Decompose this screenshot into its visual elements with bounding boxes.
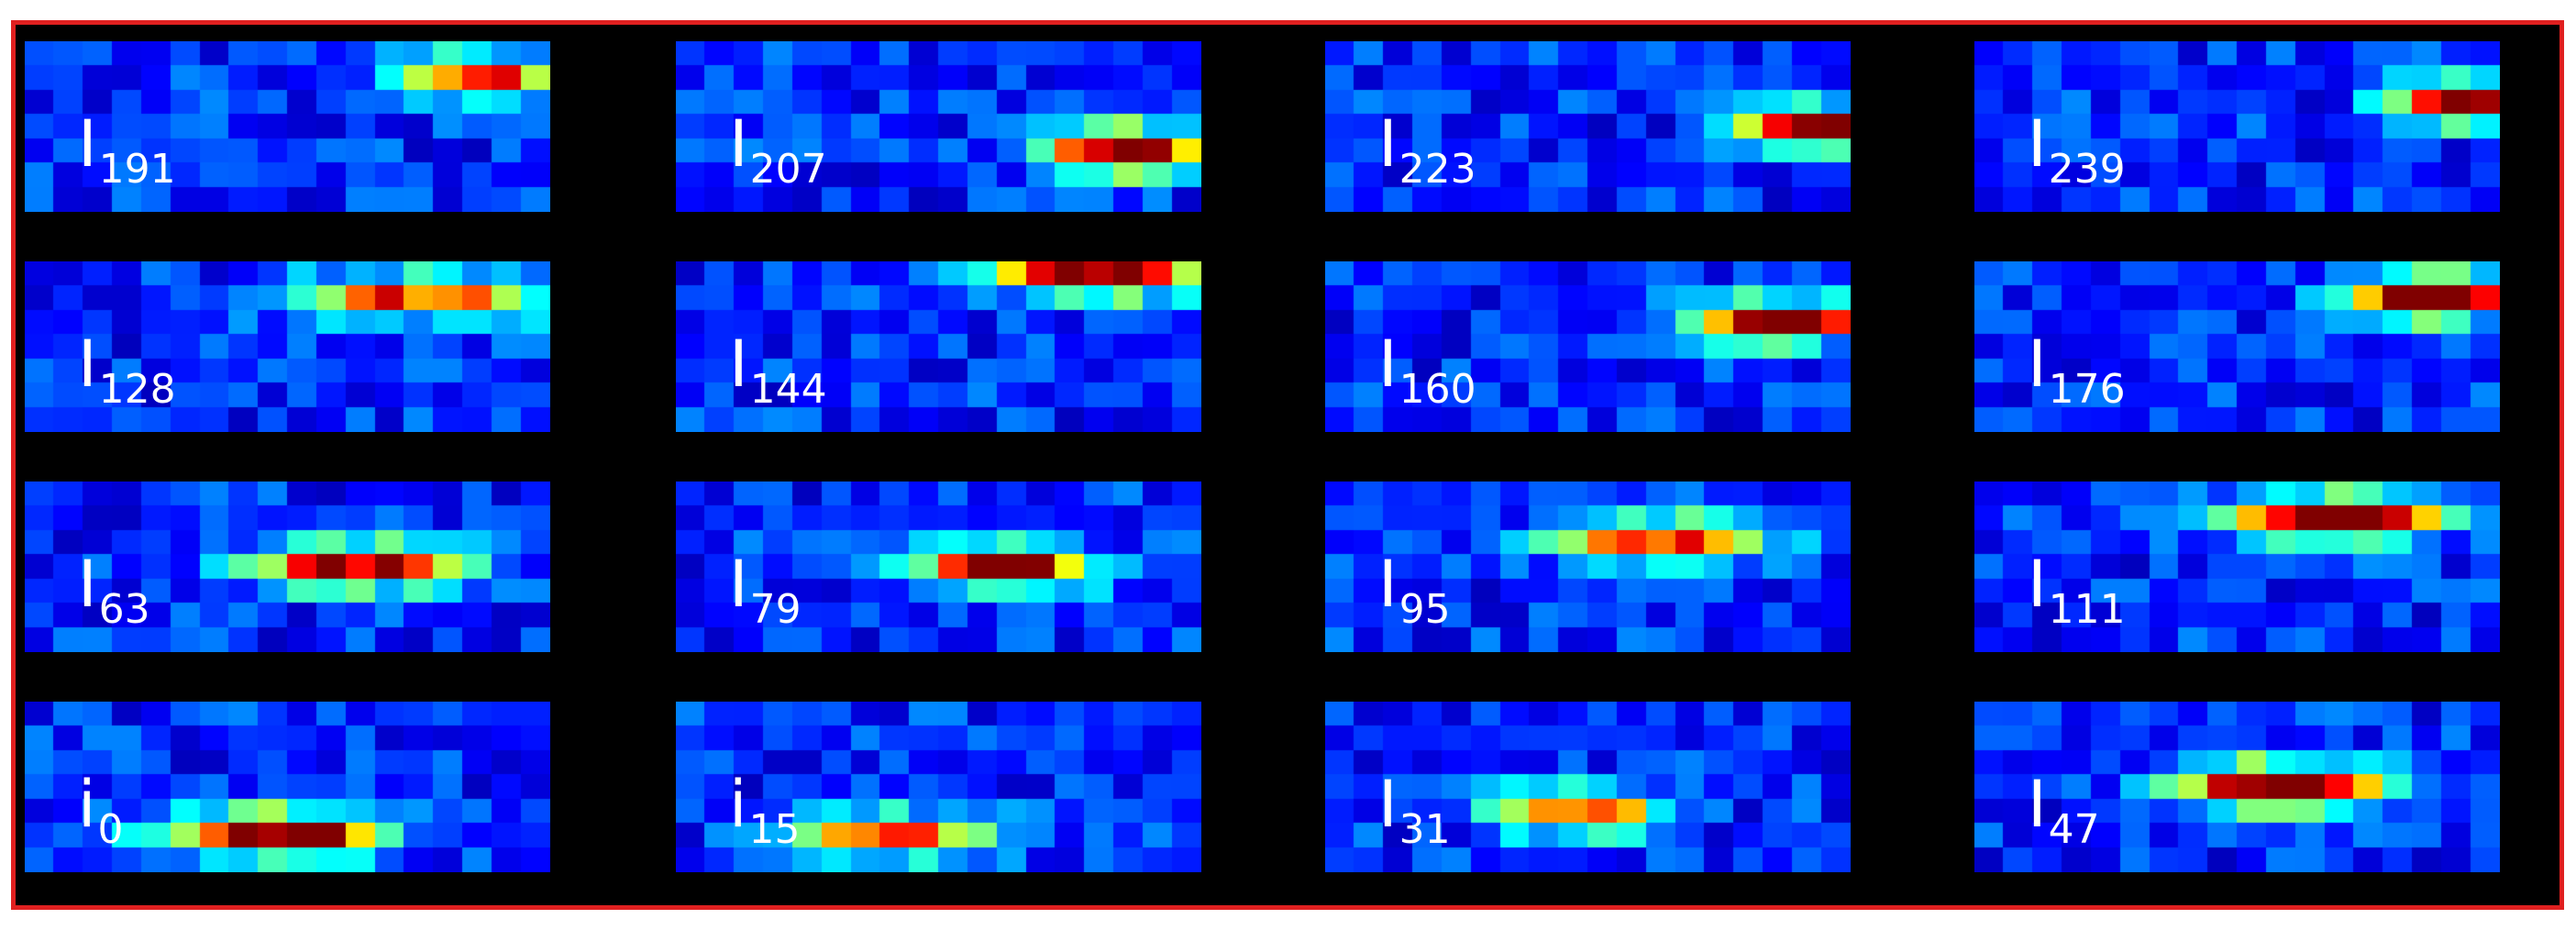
- panel-label: I144: [729, 332, 827, 410]
- heatmap-panel-i239: I239: [1974, 41, 2500, 212]
- panel-label: I63: [78, 552, 150, 630]
- label-index: 144: [749, 366, 827, 413]
- label-index: 128: [98, 366, 176, 413]
- heatmap-panel-i79: I79: [676, 482, 1201, 652]
- label-index: 0: [97, 806, 124, 853]
- heatmap-panel-i176: I176: [1974, 261, 2500, 432]
- label-symbol: I: [2028, 106, 2047, 182]
- panel-label: I176: [2028, 332, 2126, 410]
- label-index: 79: [749, 586, 802, 633]
- heatmap-panel-i63: I63: [25, 482, 550, 652]
- heatmap-panel-i128: I128: [25, 261, 550, 432]
- label-index: 31: [1399, 806, 1451, 853]
- label-symbol: I: [1378, 547, 1398, 622]
- heatmap-canvas: [25, 482, 550, 652]
- heatmap-canvas: [25, 702, 550, 872]
- heatmap-panel-i31: I31: [1325, 702, 1851, 872]
- panel-label: I95: [1378, 552, 1451, 630]
- heatmap-panel-i111: I111: [1974, 482, 2500, 652]
- label-symbol: I: [1378, 106, 1398, 182]
- panel-label: i15: [729, 772, 800, 850]
- heatmap-canvas: [676, 482, 1201, 652]
- panel-label: I223: [1378, 112, 1476, 190]
- label-index: 239: [2048, 146, 2126, 193]
- label-symbol: I: [2028, 767, 2047, 842]
- heatmap-canvas: [1974, 261, 2500, 432]
- heatmap-panel-i207: I207: [676, 41, 1201, 212]
- label-symbol: I: [78, 106, 97, 182]
- label-symbol: I: [2028, 547, 2047, 622]
- heatmap-panel-i47: I47: [1974, 702, 2500, 872]
- label-index: 111: [2048, 586, 2126, 633]
- heatmap-panel-i0: i0: [25, 702, 550, 872]
- panel-label: I239: [2028, 112, 2126, 190]
- panel-label: I160: [1378, 332, 1476, 410]
- label-symbol: I: [2028, 327, 2047, 402]
- heatmap-canvas: [676, 41, 1201, 212]
- heatmap-canvas: [1325, 261, 1851, 432]
- heatmap-canvas: [25, 41, 550, 212]
- heatmap-canvas: [1974, 482, 2500, 652]
- label-index: 47: [2048, 806, 2100, 853]
- heatmap-canvas: [676, 702, 1201, 872]
- label-index: 223: [1399, 146, 1476, 193]
- label-symbol: I: [1378, 767, 1398, 842]
- label-symbol: I: [1378, 327, 1398, 402]
- heatmap-canvas: [1325, 41, 1851, 212]
- label-index: 176: [2048, 366, 2126, 413]
- panel-label: I207: [729, 112, 827, 190]
- heatmap-panel-i95: I95: [1325, 482, 1851, 652]
- panel-label: I191: [78, 112, 176, 190]
- heatmap-canvas: [676, 261, 1201, 432]
- label-symbol: I: [78, 327, 97, 402]
- figure-frame: I191 I207 I223 I239 I128 I144 I160 I176 …: [11, 20, 2564, 910]
- label-index: 63: [98, 586, 150, 633]
- label-symbol: I: [729, 106, 748, 182]
- label-symbol: I: [729, 547, 748, 622]
- heatmap-canvas: [25, 261, 550, 432]
- label-index: 207: [749, 146, 827, 193]
- panel-label: I128: [78, 332, 176, 410]
- heatmap-panel-i160: I160: [1325, 261, 1851, 432]
- label-symbol: I: [729, 327, 748, 402]
- heatmap-panel-i15: i15: [676, 702, 1201, 872]
- heatmap-panel-i223: I223: [1325, 41, 1851, 212]
- heatmap-canvas: [1325, 702, 1851, 872]
- label-index: 15: [748, 806, 801, 853]
- label-index: 191: [98, 146, 176, 193]
- label-symbol: I: [78, 547, 97, 622]
- heatmap-panel-i191: I191: [25, 41, 550, 212]
- panel-label: I47: [2028, 772, 2100, 850]
- heatmap-canvas: [1325, 482, 1851, 652]
- panel-label: I79: [729, 552, 802, 630]
- heatmap-canvas: [1974, 41, 2500, 212]
- label-symbol: i: [78, 767, 96, 842]
- panel-label: I31: [1378, 772, 1451, 850]
- panel-label: I111: [2028, 552, 2126, 630]
- heatmap-canvas: [1974, 702, 2500, 872]
- label-index: 95: [1399, 586, 1451, 633]
- label-symbol: i: [729, 767, 747, 842]
- panel-label: i0: [78, 772, 123, 850]
- heatmap-panel-i144: I144: [676, 261, 1201, 432]
- label-index: 160: [1399, 366, 1476, 413]
